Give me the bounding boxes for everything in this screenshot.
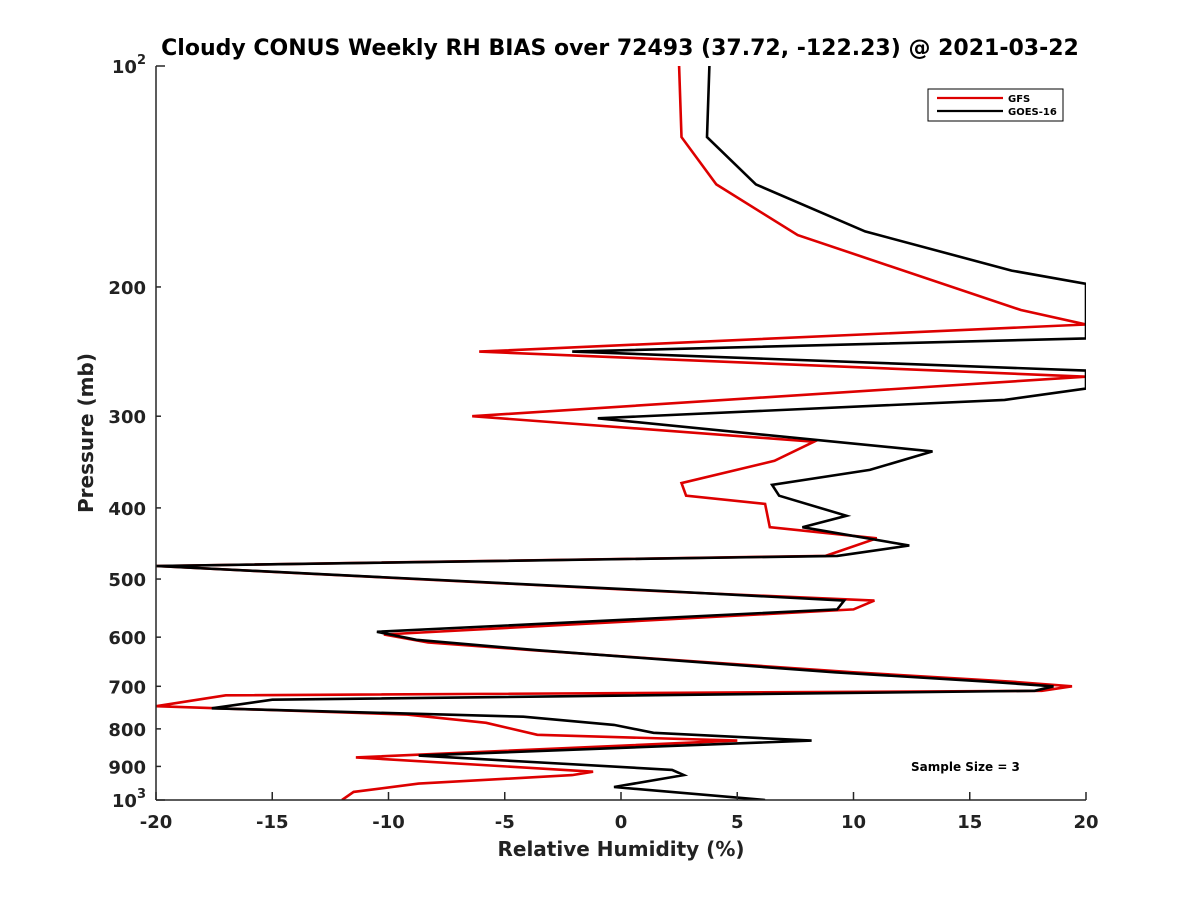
x-tick-label: 5	[731, 812, 744, 833]
x-axis-ticks: -20 -15 -10 -5 0 5 10 15 20	[140, 792, 1099, 833]
x-tick-label: 0	[615, 812, 628, 833]
chart-title: Cloudy CONUS Weekly RH BIAS over 72493 (…	[161, 36, 1079, 61]
sample-size-annotation: Sample Size = 3	[911, 760, 1020, 774]
y-axis-ticks: 102 200 300 400 500 600 700 800 900 103	[108, 53, 165, 812]
y-tick-label: 400	[108, 499, 146, 520]
x-tick-label: -5	[495, 812, 515, 833]
y-tick-label: 300	[108, 407, 146, 428]
y-tick-label: 900	[108, 757, 146, 778]
x-tick-label: 10	[841, 812, 866, 833]
x-tick-label: 15	[957, 812, 982, 833]
plot-area	[156, 66, 1086, 800]
y-tick-label: 103	[112, 787, 146, 812]
x-tick-label: -15	[256, 812, 289, 833]
y-tick-label: 200	[108, 278, 146, 299]
legend-box	[927, 88, 1064, 122]
y-tick-label: 102	[112, 53, 146, 78]
x-axis-label: Relative Humidity (%)	[497, 837, 744, 861]
x-tick-label: 20	[1073, 812, 1098, 833]
y-tick-label: 600	[108, 628, 146, 649]
y-tick-label: 800	[108, 720, 146, 741]
series-layer	[156, 66, 1086, 800]
y-axis-label: Pressure (mb)	[74, 353, 98, 513]
x-tick-label: -20	[140, 812, 173, 833]
legend-label-gfs: GFS	[1008, 94, 1030, 105]
series-line-goes-16	[156, 66, 1086, 800]
y-tick-label: 700	[108, 677, 146, 698]
series-line-gfs	[156, 66, 1086, 800]
x-tick-label: -10	[372, 812, 405, 833]
legend: GFS GOES-16	[927, 88, 1064, 122]
y-tick-label: 500	[108, 570, 146, 591]
legend-label-goes-16: GOES-16	[1008, 107, 1057, 118]
